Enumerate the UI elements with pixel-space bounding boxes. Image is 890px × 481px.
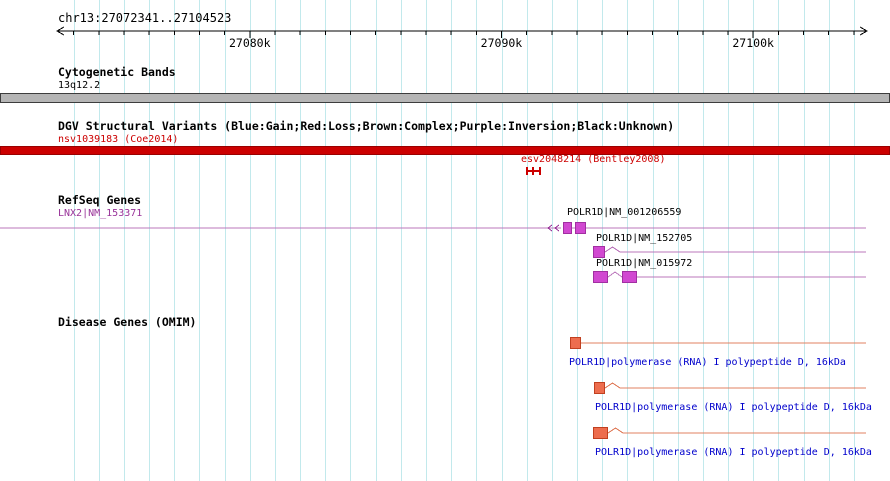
gridline <box>73 0 75 481</box>
strand-arrow-left-icon <box>554 224 560 232</box>
gridline <box>375 0 377 481</box>
gridline <box>476 0 478 481</box>
cytoband-bar <box>0 93 890 103</box>
feature-label[interactable]: POLR1D|polymerase (RNA) I polypeptide D,… <box>595 447 872 458</box>
feature-label: 13q12.2 <box>58 80 101 91</box>
gridline <box>325 0 327 481</box>
feature-box[interactable] <box>570 337 581 349</box>
feature-box[interactable] <box>622 271 637 283</box>
feature-label[interactable]: LNX2|NM_153371 <box>58 208 143 219</box>
ruler-tick-label: 27090k <box>480 36 523 50</box>
gridline <box>702 0 704 481</box>
track-title-disease-genes-omim: Disease Genes (OMIM) <box>58 315 197 329</box>
gridline <box>627 0 629 481</box>
gridline <box>174 0 176 481</box>
ruler-right-arrowhead-icon <box>859 26 869 36</box>
feature-label[interactable]: POLR1D|NM_152705 <box>596 233 693 244</box>
feature-box[interactable] <box>575 222 586 234</box>
gridline <box>602 0 604 481</box>
feature-label[interactable]: POLR1D|NM_001206559 <box>567 207 682 218</box>
intron-hat <box>604 382 621 389</box>
feature-box[interactable] <box>593 427 608 439</box>
gridline <box>149 0 151 481</box>
ruler-tick-label: 27080k <box>228 36 271 50</box>
gridline <box>249 0 251 481</box>
gridline <box>803 0 805 481</box>
track-title-refseq-genes: RefSeq Genes <box>58 193 142 207</box>
gridline <box>501 0 503 481</box>
gridline <box>652 0 654 481</box>
feature-label[interactable]: POLR1D|polymerase (RNA) I polypeptide D,… <box>595 402 872 413</box>
feature-label[interactable]: nsv1039183 (Coe2014) <box>58 134 179 145</box>
region-label: chr13:27072341..27104523 <box>58 11 232 25</box>
feature-label[interactable]: POLR1D|NM_015972 <box>596 258 693 269</box>
feature-box[interactable] <box>0 146 890 155</box>
gridline <box>426 0 427 481</box>
gridline <box>224 0 226 481</box>
track-title-dgv-structural-variants: DGV Structural Variants (Blue:Gain;Red:L… <box>58 119 675 133</box>
feature-label[interactable]: POLR1D|polymerase (RNA) I polypeptide D,… <box>569 357 846 368</box>
gridline <box>728 0 729 481</box>
gridline <box>753 0 755 481</box>
ruler-tick-label: 27100k <box>732 36 774 50</box>
gridline <box>451 0 453 481</box>
feature-box[interactable] <box>593 246 605 258</box>
intron-hat <box>607 271 623 278</box>
gridline <box>677 0 679 481</box>
gridline <box>551 0 553 481</box>
gridline <box>199 0 201 481</box>
ruler-left-arrowhead-icon <box>55 26 65 36</box>
gridline <box>853 0 855 481</box>
gridline <box>274 0 276 481</box>
feature-box[interactable] <box>594 382 605 394</box>
intron-hat <box>607 427 624 434</box>
intron-hat <box>604 246 621 253</box>
gridline <box>98 0 100 481</box>
gridline <box>123 0 125 481</box>
gridline <box>577 0 578 481</box>
gridline <box>400 0 402 481</box>
gridline <box>350 0 352 481</box>
gridline <box>778 0 780 481</box>
feature-box[interactable] <box>593 271 608 283</box>
track-title-cytogenetic-bands: Cytogenetic Bands <box>58 65 176 79</box>
gridline <box>526 0 528 481</box>
feature-box[interactable] <box>563 222 572 234</box>
feature-label[interactable]: esv2048214 (Bentley2008) <box>521 154 666 165</box>
gridline <box>828 0 830 481</box>
gridline <box>300 0 302 481</box>
strand-arrow-left-icon <box>547 224 553 232</box>
